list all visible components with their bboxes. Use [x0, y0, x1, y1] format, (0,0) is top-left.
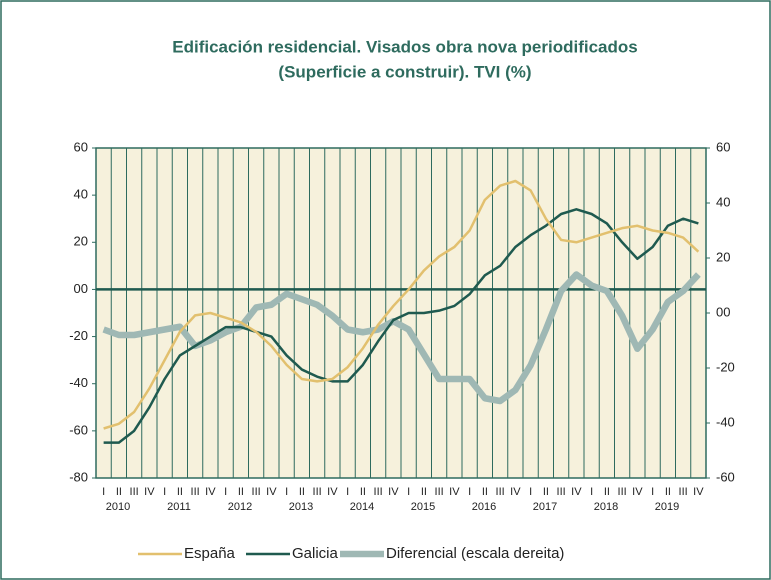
x-tick-label: IV [693, 486, 704, 498]
x-tick-label: III [191, 486, 200, 498]
y-tick-label: 40 [74, 187, 88, 202]
x-tick-label: IV [632, 486, 643, 498]
x-tick-label: III [618, 486, 627, 498]
x-tick-label: I [102, 486, 105, 498]
series-line [103, 179, 700, 430]
x-tick-label: IV [510, 486, 521, 498]
y2-tick-label: 00 [716, 304, 730, 319]
y2-tick-label: -20 [716, 359, 735, 374]
x-tick-label: II [543, 486, 549, 498]
year-label: 2017 [533, 501, 557, 513]
x-tick-label: II [238, 486, 244, 498]
y2-tick-label: -40 [716, 414, 735, 429]
legend-label: Galicia [292, 545, 339, 562]
x-tick-label: I [407, 486, 410, 498]
y-tick-label: -80 [69, 469, 88, 484]
x-tick-label: III [313, 486, 322, 498]
x-tick-label: IV [571, 486, 582, 498]
x-tick-label: III [679, 486, 688, 498]
x-tick-label: III [435, 486, 444, 498]
x-tick-label: IV [205, 486, 216, 498]
x-tick-label: I [651, 486, 654, 498]
chart-subtitle: (Superficie a construir). TVI (%) [278, 62, 531, 81]
y-tick-label: -60 [69, 422, 88, 437]
x-tick-label: I [590, 486, 593, 498]
year-label: 2018 [594, 501, 618, 513]
x-tick-label: IV [266, 486, 277, 498]
y2-tick-label: -60 [716, 469, 735, 484]
x-tick-label: II [299, 486, 305, 498]
year-label: 2011 [167, 501, 191, 513]
y-tick-label: 20 [74, 234, 88, 249]
x-tick-label: III [557, 486, 566, 498]
x-tick-label: II [360, 486, 366, 498]
x-tick-label: III [130, 486, 139, 498]
year-label: 2014 [350, 501, 374, 513]
y2-tick-label: 20 [716, 249, 730, 264]
y-tick-label: -20 [69, 328, 88, 343]
x-tick-label: IV [327, 486, 338, 498]
y-tick-label: 00 [74, 281, 88, 296]
x-tick-label: I [468, 486, 471, 498]
x-tick-label: IV [449, 486, 460, 498]
series-line [102, 271, 701, 405]
x-tick-label: II [482, 486, 488, 498]
year-label: 2010 [106, 501, 130, 513]
x-tick-label: II [665, 486, 671, 498]
x-tick-label: I [224, 486, 227, 498]
y-tick-label: -40 [69, 375, 88, 390]
legend-label: Diferencial (escala dereita) [386, 545, 564, 562]
plot-border [95, 147, 707, 479]
chart-title: Edificación residencial. Visados obra no… [172, 37, 637, 56]
x-tick-label: I [285, 486, 288, 498]
x-tick-label: III [496, 486, 505, 498]
year-label: 2016 [472, 501, 496, 513]
year-label: 2012 [228, 501, 252, 513]
year-label: 2015 [411, 501, 435, 513]
x-tick-label: I [163, 486, 166, 498]
x-tick-label: II [421, 486, 427, 498]
x-tick-label: I [529, 486, 532, 498]
y2-tick-label: 60 [716, 139, 730, 154]
year-label: 2019 [655, 501, 679, 513]
legend-label: España [184, 545, 236, 562]
x-tick-label: I [346, 486, 349, 498]
x-tick-label: III [374, 486, 383, 498]
y-tick-label: 60 [74, 139, 88, 154]
series-line [103, 208, 699, 444]
x-tick-label: II [116, 486, 122, 498]
year-label: 2013 [289, 501, 313, 513]
x-tick-label: IV [388, 486, 399, 498]
x-tick-label: III [252, 486, 261, 498]
x-tick-label: II [604, 486, 610, 498]
x-tick-label: II [177, 486, 183, 498]
y2-tick-label: 40 [716, 194, 730, 209]
x-tick-label: IV [144, 486, 155, 498]
